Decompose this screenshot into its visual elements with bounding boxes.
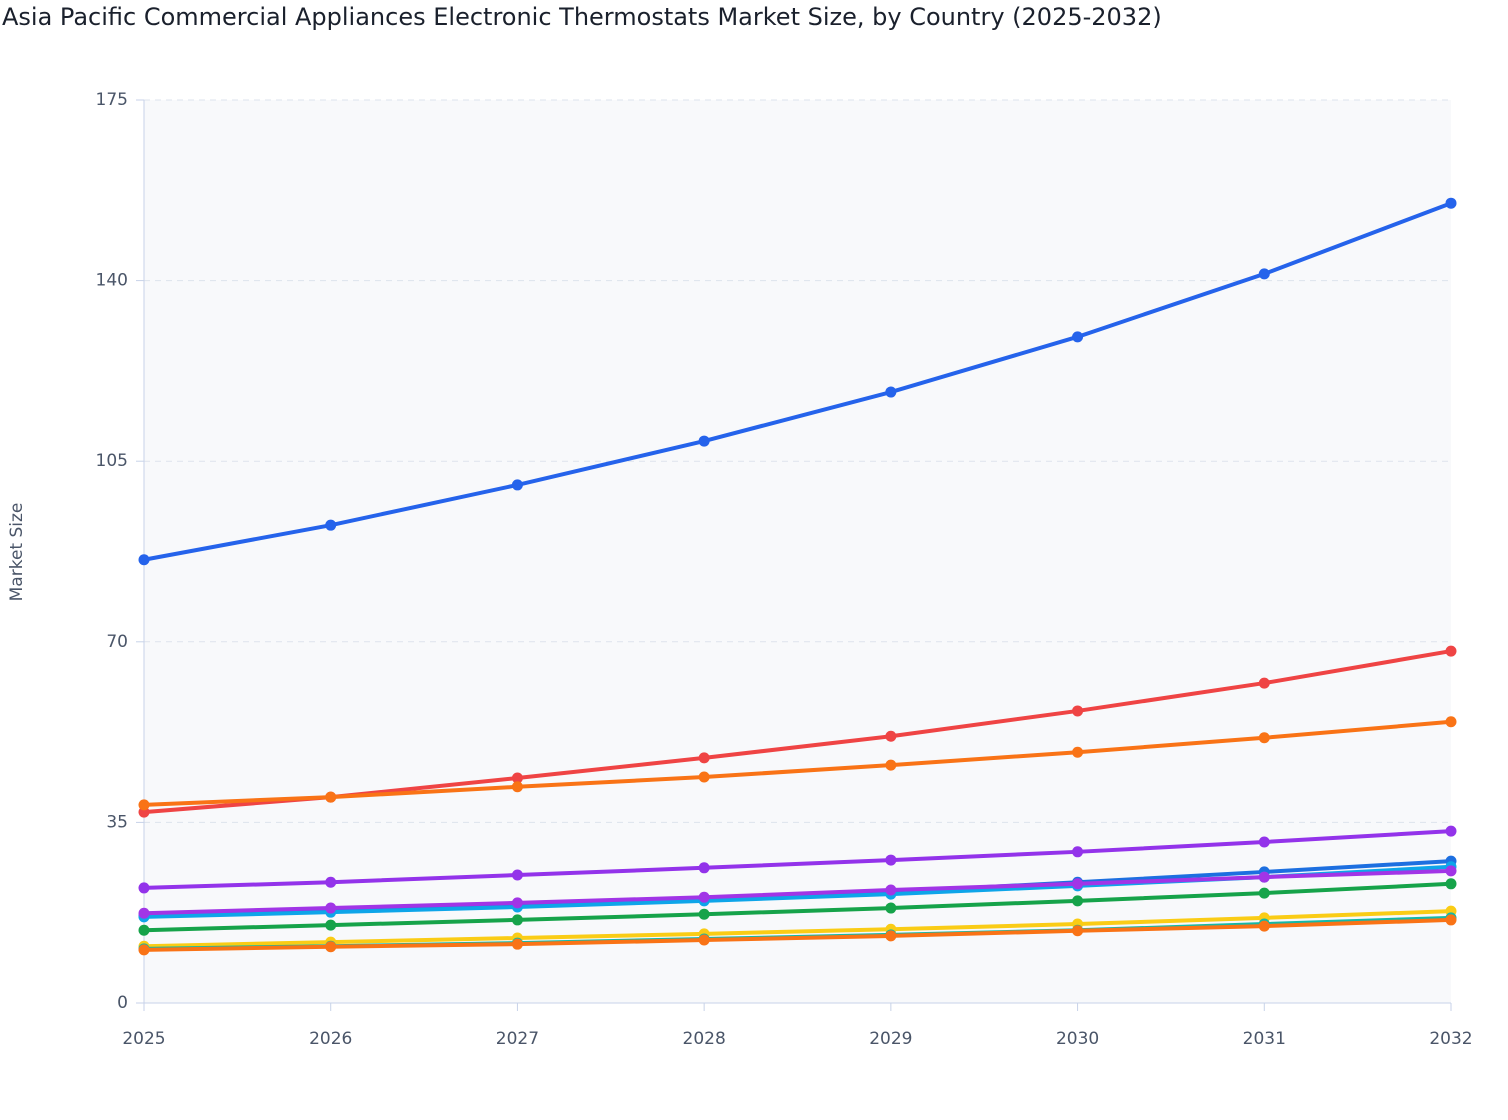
data-point — [885, 902, 897, 914]
data-point — [138, 944, 150, 956]
x-tick-label: 2030 — [1056, 1029, 1099, 1049]
data-point — [511, 772, 523, 784]
data-point — [698, 908, 710, 920]
data-point — [138, 799, 150, 811]
x-tick-label: 2027 — [496, 1029, 539, 1049]
data-point — [1072, 895, 1084, 907]
x-tick-label: 2031 — [1243, 1029, 1286, 1049]
series-line — [143, 868, 1452, 916]
series-line — [143, 201, 1452, 562]
data-point — [1445, 197, 1457, 209]
data-point — [1445, 878, 1457, 890]
data-point — [698, 435, 710, 447]
data-point — [1258, 920, 1270, 932]
data-point — [1445, 716, 1457, 728]
data-point — [1072, 878, 1084, 890]
data-point — [1072, 331, 1084, 343]
y-tick-label: 105 — [96, 451, 128, 471]
chart-title: Asia Pacific Commercial Appliances Elect… — [2, 3, 1162, 31]
data-point — [138, 882, 150, 894]
data-point — [1072, 925, 1084, 937]
data-point — [885, 854, 897, 866]
data-point — [511, 914, 523, 926]
series-line — [143, 917, 1452, 952]
data-point — [698, 752, 710, 764]
data-point — [885, 930, 897, 942]
data-point — [511, 869, 523, 881]
data-point — [325, 919, 337, 931]
data-point — [138, 907, 150, 919]
data-point — [1258, 887, 1270, 899]
plot-background — [144, 100, 1451, 1003]
x-tick-label: 2028 — [683, 1029, 726, 1049]
data-point — [325, 902, 337, 914]
data-point — [511, 781, 523, 793]
data-point — [698, 934, 710, 946]
series-line — [143, 829, 1452, 890]
data-point — [511, 897, 523, 909]
data-point — [1072, 846, 1084, 858]
data-point — [511, 938, 523, 950]
y-tick-label: 175 — [96, 90, 128, 110]
data-point — [1445, 645, 1457, 657]
data-point — [325, 519, 337, 531]
data-point — [1445, 825, 1457, 837]
data-point — [1072, 746, 1084, 758]
data-point — [1258, 732, 1270, 744]
data-point — [698, 891, 710, 903]
series-line — [143, 719, 1452, 807]
data-point — [1258, 268, 1270, 280]
y-tick-label: 0 — [117, 993, 128, 1013]
y-tick-label: 70 — [106, 632, 128, 652]
x-tick-label: 2032 — [1429, 1029, 1472, 1049]
data-point — [885, 884, 897, 896]
data-point — [1072, 705, 1084, 717]
data-point — [885, 730, 897, 742]
data-point — [1258, 871, 1270, 883]
series-line — [143, 909, 1452, 949]
x-tick-label: 2029 — [869, 1029, 912, 1049]
data-point — [1258, 836, 1270, 848]
y-tick-label: 35 — [106, 812, 128, 832]
data-point — [511, 479, 523, 491]
data-point — [698, 771, 710, 783]
data-point — [885, 386, 897, 398]
data-point — [325, 791, 337, 803]
data-point — [138, 924, 150, 936]
data-point — [1445, 865, 1457, 877]
data-point — [325, 876, 337, 888]
data-point — [138, 554, 150, 566]
x-tick-label: 2026 — [309, 1029, 352, 1049]
y-axis-label: Market Size — [7, 503, 27, 602]
x-tick-label: 2025 — [122, 1029, 165, 1049]
series-line — [143, 881, 1452, 933]
data-point — [1445, 914, 1457, 926]
data-point — [325, 941, 337, 953]
data-point — [885, 759, 897, 771]
y-tick-label: 140 — [96, 271, 128, 291]
data-point — [1258, 677, 1270, 689]
data-point — [698, 862, 710, 874]
